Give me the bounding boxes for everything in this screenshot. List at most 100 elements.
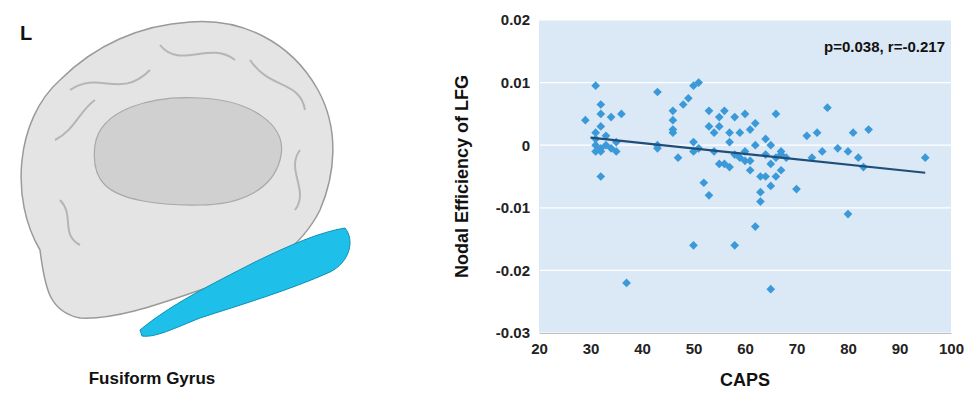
point <box>921 153 930 162</box>
grid <box>539 20 951 333</box>
grid-line <box>539 332 951 333</box>
point <box>674 153 683 162</box>
point <box>849 128 858 137</box>
point <box>746 166 755 175</box>
point <box>751 141 760 150</box>
x-tick-label: 70 <box>789 340 806 357</box>
x-tick-label: 90 <box>892 340 909 357</box>
point <box>746 125 755 134</box>
point <box>766 182 775 191</box>
point <box>844 147 853 156</box>
point <box>772 110 781 119</box>
point <box>669 128 678 137</box>
point <box>710 128 719 137</box>
point <box>854 153 863 162</box>
point <box>689 241 698 250</box>
point <box>756 197 765 206</box>
point <box>833 144 842 153</box>
x-tick: 30 <box>583 333 600 357</box>
point <box>679 100 688 109</box>
point <box>802 131 811 140</box>
point <box>761 172 770 181</box>
brain-illustration <box>21 22 350 337</box>
grid-line <box>539 270 951 271</box>
x-tick: 100 <box>939 333 964 357</box>
point <box>596 172 605 181</box>
panel-label: L <box>20 22 32 44</box>
point <box>823 103 832 112</box>
gyrus-line <box>70 70 150 90</box>
point <box>772 172 781 181</box>
point <box>746 156 755 165</box>
x-tick-label: 100 <box>939 340 964 357</box>
x-axis-line <box>540 333 952 334</box>
y-tick: -0.03 <box>496 324 539 341</box>
y-axis-line <box>539 21 540 334</box>
point <box>591 81 600 90</box>
gyrus-line <box>60 200 80 245</box>
point <box>684 94 693 103</box>
point <box>844 210 853 219</box>
point <box>864 125 873 134</box>
x-tick-label: 40 <box>634 340 651 357</box>
y-tick-label: 0.01 <box>501 74 530 91</box>
x-tick-label: 60 <box>737 340 754 357</box>
y-axis: -0.03-0.02-0.0100.010.02 <box>496 11 540 341</box>
point <box>725 163 734 172</box>
point <box>669 106 678 115</box>
x-tick: 50 <box>686 333 703 357</box>
x-axis-title: CAPS <box>720 370 770 390</box>
x-tick-label: 30 <box>583 340 600 357</box>
point <box>751 119 760 128</box>
x-tick: 20 <box>531 333 548 357</box>
point <box>669 116 678 125</box>
x-tick: 40 <box>634 333 651 357</box>
point <box>622 279 631 288</box>
x-tick-label: 20 <box>531 340 548 357</box>
point <box>766 285 775 294</box>
point <box>751 222 760 231</box>
fusiform-region <box>140 228 350 336</box>
point <box>612 147 621 156</box>
point <box>694 78 703 87</box>
annotation: p=0.038, r=-0.217 <box>824 38 945 55</box>
y-tick-label: -0.03 <box>496 324 530 341</box>
point <box>715 113 724 122</box>
y-tick: -0.02 <box>496 262 539 279</box>
y-tick-label: 0.02 <box>501 11 530 28</box>
point <box>689 138 698 147</box>
point <box>617 110 626 119</box>
point <box>730 241 739 250</box>
point <box>725 138 734 147</box>
medial-wall <box>94 98 281 205</box>
y-tick-label: -0.02 <box>496 262 530 279</box>
point <box>596 147 605 156</box>
x-tick: 60 <box>737 333 754 357</box>
point <box>766 141 775 150</box>
point <box>653 88 662 97</box>
gyrus-line <box>295 150 300 210</box>
y-tick: 0 <box>522 137 539 154</box>
point <box>813 128 822 137</box>
point <box>596 110 605 119</box>
trend-line <box>591 138 926 173</box>
x-axis: 2030405060708090100 <box>531 333 964 357</box>
panel-caption: Fusiform Gyrus <box>89 369 216 388</box>
gyrus-line <box>250 60 305 110</box>
point <box>699 178 708 187</box>
y-tick: 0.02 <box>501 11 539 28</box>
point <box>581 116 590 125</box>
grid-line <box>539 207 951 208</box>
x-tick: 90 <box>892 333 909 357</box>
point <box>792 185 801 194</box>
point <box>715 122 724 131</box>
point <box>596 100 605 109</box>
point <box>761 135 770 144</box>
y-tick-label: 0 <box>522 137 530 154</box>
point <box>596 122 605 131</box>
gyrus-line <box>55 100 95 140</box>
point <box>735 128 744 137</box>
grid-line <box>539 19 951 20</box>
gyrus-line <box>160 45 235 60</box>
point <box>705 191 714 200</box>
